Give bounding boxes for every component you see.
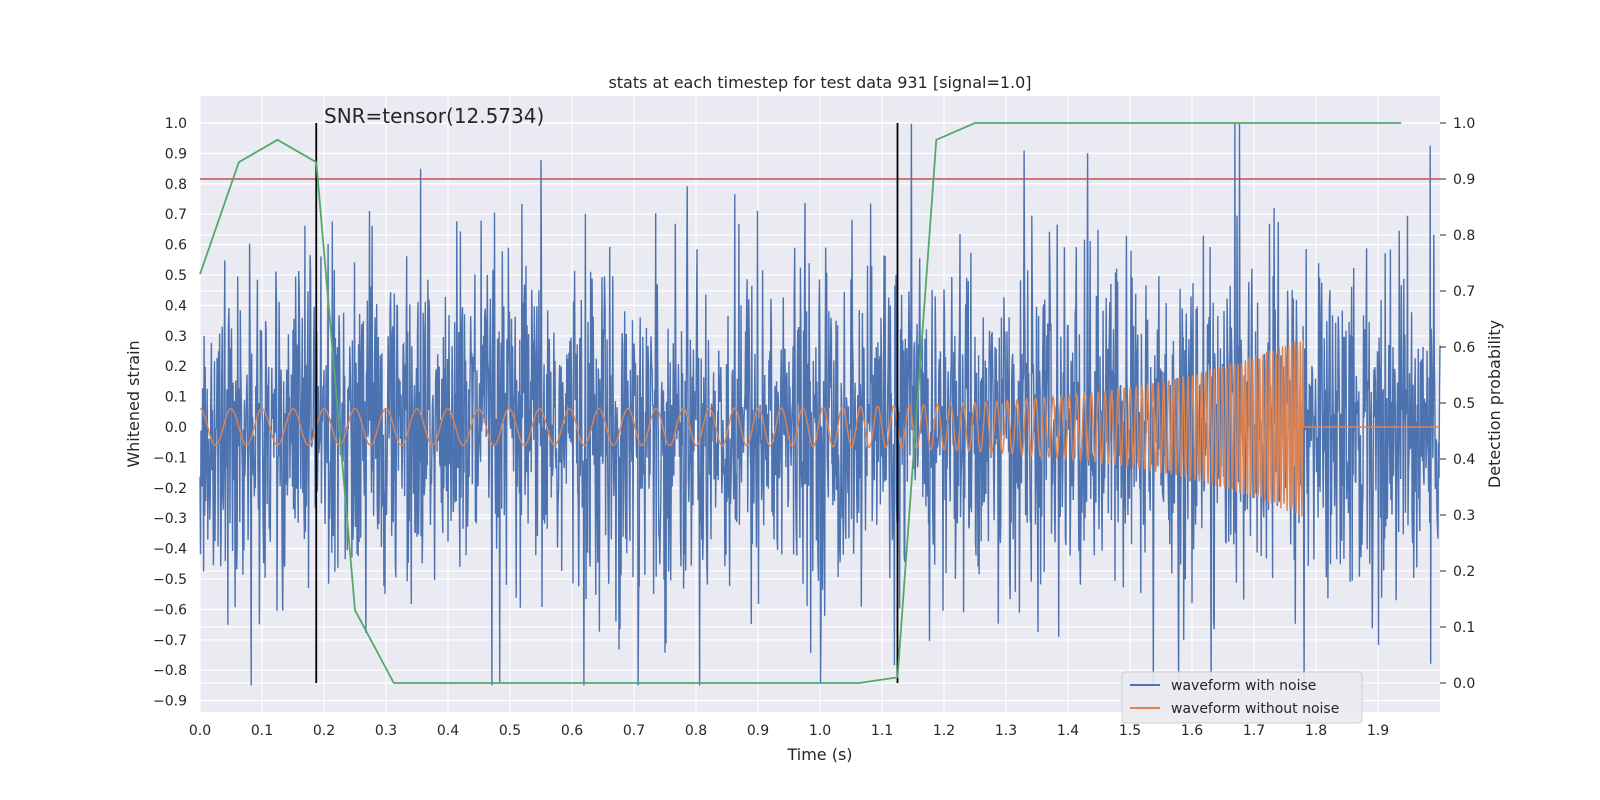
legend: waveform with noise waveform without noi… xyxy=(1121,671,1363,724)
x-tick-label: 0.5 xyxy=(499,723,521,739)
y-tick-label: 0.3 xyxy=(165,329,187,345)
y-tick-label: −0.2 xyxy=(153,481,187,497)
x-tick-label: 0.8 xyxy=(685,723,707,739)
x-tick-label: 0.0 xyxy=(189,723,211,739)
y-tick-label: −0.7 xyxy=(153,633,187,649)
x-tick-label: 0.1 xyxy=(251,723,273,739)
x-tick-label: 0.9 xyxy=(747,723,769,739)
y2-tick-label: 0.2 xyxy=(1453,564,1475,580)
x-tick-label: 1.5 xyxy=(1119,723,1141,739)
series-detection-probability xyxy=(199,122,1402,684)
y2-tick-label: 0.4 xyxy=(1453,452,1475,468)
x-tick-label: 1.2 xyxy=(933,723,955,739)
legend-label-clean: waveform without noise xyxy=(1171,701,1339,717)
y-axis-label: Whitened strain xyxy=(124,340,143,467)
probability-line xyxy=(199,122,1402,684)
x-axis-label: Time (s) xyxy=(786,745,852,764)
y2-tick-label: 0.3 xyxy=(1453,508,1475,524)
y2-tick-label: 0.7 xyxy=(1453,284,1475,300)
x-tick-label: 1.0 xyxy=(809,723,831,739)
x-tick-label: 1.6 xyxy=(1181,723,1203,739)
y2-tick-label: 0.8 xyxy=(1453,228,1475,244)
y-tick-label: −0.4 xyxy=(153,542,187,558)
y-tick-label: 0.0 xyxy=(165,420,187,436)
y-tick-label: −0.9 xyxy=(153,694,187,710)
y-tick-label: 0.9 xyxy=(165,146,187,162)
markers xyxy=(200,123,1440,683)
y-tick-label: −0.5 xyxy=(153,572,187,588)
x-tick-label: 0.6 xyxy=(561,723,583,739)
x-tick-label: 1.4 xyxy=(1057,723,1079,739)
y-tick-label: −0.3 xyxy=(153,511,187,527)
y-tick-label: 0.4 xyxy=(165,298,187,314)
y2-tick-label: 0.6 xyxy=(1453,340,1475,356)
y2-tick-label: 0.9 xyxy=(1453,172,1475,188)
y-tick-label: 0.2 xyxy=(165,359,187,375)
y-tick-label: −0.6 xyxy=(153,602,187,618)
y-tick-label: −0.1 xyxy=(153,450,187,466)
y-tick-label: 0.7 xyxy=(165,207,187,223)
y2-tick-label: 1.0 xyxy=(1453,116,1475,132)
x-tick-label: 1.3 xyxy=(995,723,1017,739)
x-tick-label: 0.2 xyxy=(313,723,335,739)
y-tick-label: 0.6 xyxy=(165,238,187,254)
x-tick-label: 1.9 xyxy=(1367,723,1389,739)
snr-annotation: SNR=tensor(12.5734) xyxy=(324,104,544,128)
x-tick-label: 0.4 xyxy=(437,723,459,739)
y-tick-label: 0.1 xyxy=(165,390,187,406)
y-tick-label: 0.5 xyxy=(165,268,187,284)
y-tick-label: 0.8 xyxy=(165,177,187,193)
legend-label-noise: waveform with noise xyxy=(1171,678,1316,694)
chart-title: stats at each timestep for test data 931… xyxy=(608,73,1031,92)
y2-axis-label: Detection probability xyxy=(1485,320,1504,488)
legend-box xyxy=(1121,671,1363,724)
clean-line xyxy=(200,339,1440,517)
y2-tick-label: 0.0 xyxy=(1453,676,1475,692)
y2-tick-label: 0.1 xyxy=(1453,620,1475,636)
x-tick-label: 0.3 xyxy=(375,723,397,739)
x-tick-label: 0.7 xyxy=(623,723,645,739)
y-tick-label: −0.8 xyxy=(153,663,187,679)
y2-tick-label: 0.5 xyxy=(1453,396,1475,412)
x-tick-label: 1.7 xyxy=(1243,723,1265,739)
series-waveform-without-noise xyxy=(200,339,1440,517)
axes: 0.0 0.1 0.2 0.3 0.4 0.5 0.6 0.7 0.8 0.9 1.0 1.1 1.2 1… xyxy=(153,116,1475,739)
x-tick-label: 1.8 xyxy=(1305,723,1327,739)
x-tick-label: 1.1 xyxy=(871,723,893,739)
y-tick-label: 1.0 xyxy=(165,116,187,132)
